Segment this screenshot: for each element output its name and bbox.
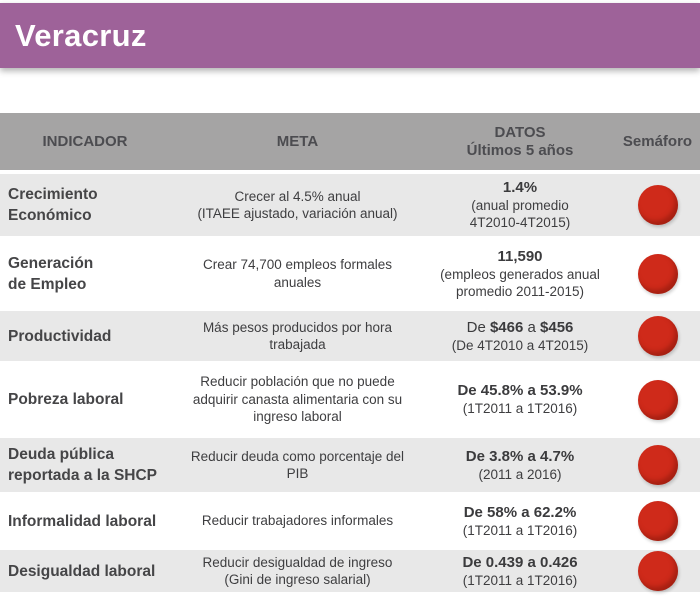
table-row: Generación de Empleo Crear 74,700 empleo…: [0, 240, 700, 307]
datos-value: De 45.8% a 53.9%: [457, 382, 583, 399]
table-row: Productividad Más pesos producidos por h…: [0, 311, 700, 361]
datos-detail: (2011 a 2016): [478, 466, 562, 482]
semaforo-red-light-icon: [637, 445, 678, 485]
table-row: Crecimiento Económico Crecer al 4.5% anu…: [0, 174, 700, 236]
datos-detail: (anual promedio 4T2010-4T2015): [469, 198, 571, 230]
semaforo-red-light-icon: [637, 501, 678, 541]
indicator-name: Crecimiento Económico: [8, 186, 98, 224]
datos-cell: De 0.439 a 0.426 (1T2011 a 1T2016): [425, 554, 615, 589]
table-body: Crecimiento Económico Crecer al 4.5% anu…: [0, 174, 700, 592]
datos-cell: De $466 a $456 (De 4T2010 a 4T2015): [425, 319, 615, 354]
semaforo-cell: [615, 316, 700, 356]
column-header-semaforo: Semáforo: [622, 132, 693, 150]
table-row: Pobreza laboral Reducir población que no…: [0, 365, 700, 434]
indicator-name: Deuda pública reportada a la SHCP: [8, 446, 158, 484]
indicator-name: Pobreza laboral: [8, 391, 124, 408]
datos-value: De 58% a 62.2%: [463, 503, 577, 521]
meta-text: Más pesos producidos por hora trabajada: [202, 319, 393, 353]
semaforo-red-light-icon: [637, 379, 678, 420]
indicator-name: Productividad: [8, 327, 112, 345]
datos-value: 11,590: [497, 247, 543, 265]
meta-text: Reducir población que no puede adquirir …: [192, 374, 403, 425]
semaforo-red-light-icon: [637, 185, 678, 225]
datos-cell: 11,590 (empleos generados anual promedio…: [425, 248, 615, 300]
datos-detail: (1T2011 a 1T2016): [462, 522, 578, 538]
semaforo-red-light-icon: [637, 253, 678, 294]
table-row: Deuda pública reportada a la SHCP Reduci…: [0, 438, 700, 492]
datos-cell: De 3.8% a 4.7% (2011 a 2016): [425, 448, 615, 483]
datos-value: 1.4%: [502, 179, 538, 196]
table-row: Informalidad laboral Reducir trabajadore…: [0, 496, 700, 546]
meta-text: Reducir desigualdad de ingreso (Gini de …: [202, 554, 393, 588]
semaforo-cell: [615, 551, 700, 591]
indicator-name: Informalidad laboral: [8, 512, 157, 530]
page-title: Veracruz: [15, 17, 147, 53]
semaforo-red-light-icon: [637, 316, 678, 356]
column-header-datos: DATOS Últimos 5 años: [425, 113, 615, 170]
column-header-indicador: INDICADOR: [42, 132, 128, 150]
meta-text: Reducir trabajadores informales: [201, 513, 394, 529]
table-header-row: INDICADOR META DATOS Últimos 5 años Semá…: [0, 113, 700, 170]
meta-text: Crear 74,700 empleos formales anuales: [202, 257, 393, 290]
datos-value: De 3.8% a 4.7%: [465, 447, 575, 465]
datos-cell: 1.4% (anual promedio 4T2010-4T2015): [425, 179, 615, 231]
semaforo-cell: [615, 501, 700, 541]
datos-detail: (1T2011 a 1T2016): [462, 572, 578, 588]
datos-value: De $466 a $456: [466, 318, 574, 336]
column-header-datos-sublabel: Últimos 5 años: [466, 141, 574, 159]
semaforo-cell: [615, 379, 700, 420]
indicators-table: INDICADOR META DATOS Últimos 5 años Semá…: [0, 113, 700, 592]
title-bar: Veracruz: [0, 3, 700, 68]
column-header-meta: META: [276, 132, 319, 150]
datos-value: De 0.439 a 0.426: [462, 553, 578, 571]
indicator-name: Desigualdad laboral: [8, 562, 156, 580]
semaforo-cell: [615, 445, 700, 485]
semaforo-cell: [615, 253, 700, 294]
datos-detail: (De 4T2010 a 4T2015): [451, 337, 589, 353]
meta-text: Crecer al 4.5% anual (ITAEE ajustado, va…: [197, 188, 398, 222]
column-header-datos-label: DATOS: [494, 123, 546, 141]
datos-detail: (empleos generados anual promedio 2011-2…: [440, 266, 600, 299]
datos-cell: De 58% a 62.2% (1T2011 a 1T2016): [425, 504, 615, 539]
semaforo-cell: [615, 185, 700, 225]
datos-detail: (1T2011 a 1T2016): [462, 401, 578, 416]
semaforo-red-light-icon: [637, 551, 678, 591]
table-row: Desigualdad laboral Reducir desigualdad …: [0, 550, 700, 592]
datos-cell: De 45.8% a 53.9% (1T2011 a 1T2016): [425, 382, 615, 417]
indicator-name: Generación de Empleo: [8, 254, 94, 293]
meta-text: Reducir deuda como porcentaje del PIB: [190, 448, 405, 482]
